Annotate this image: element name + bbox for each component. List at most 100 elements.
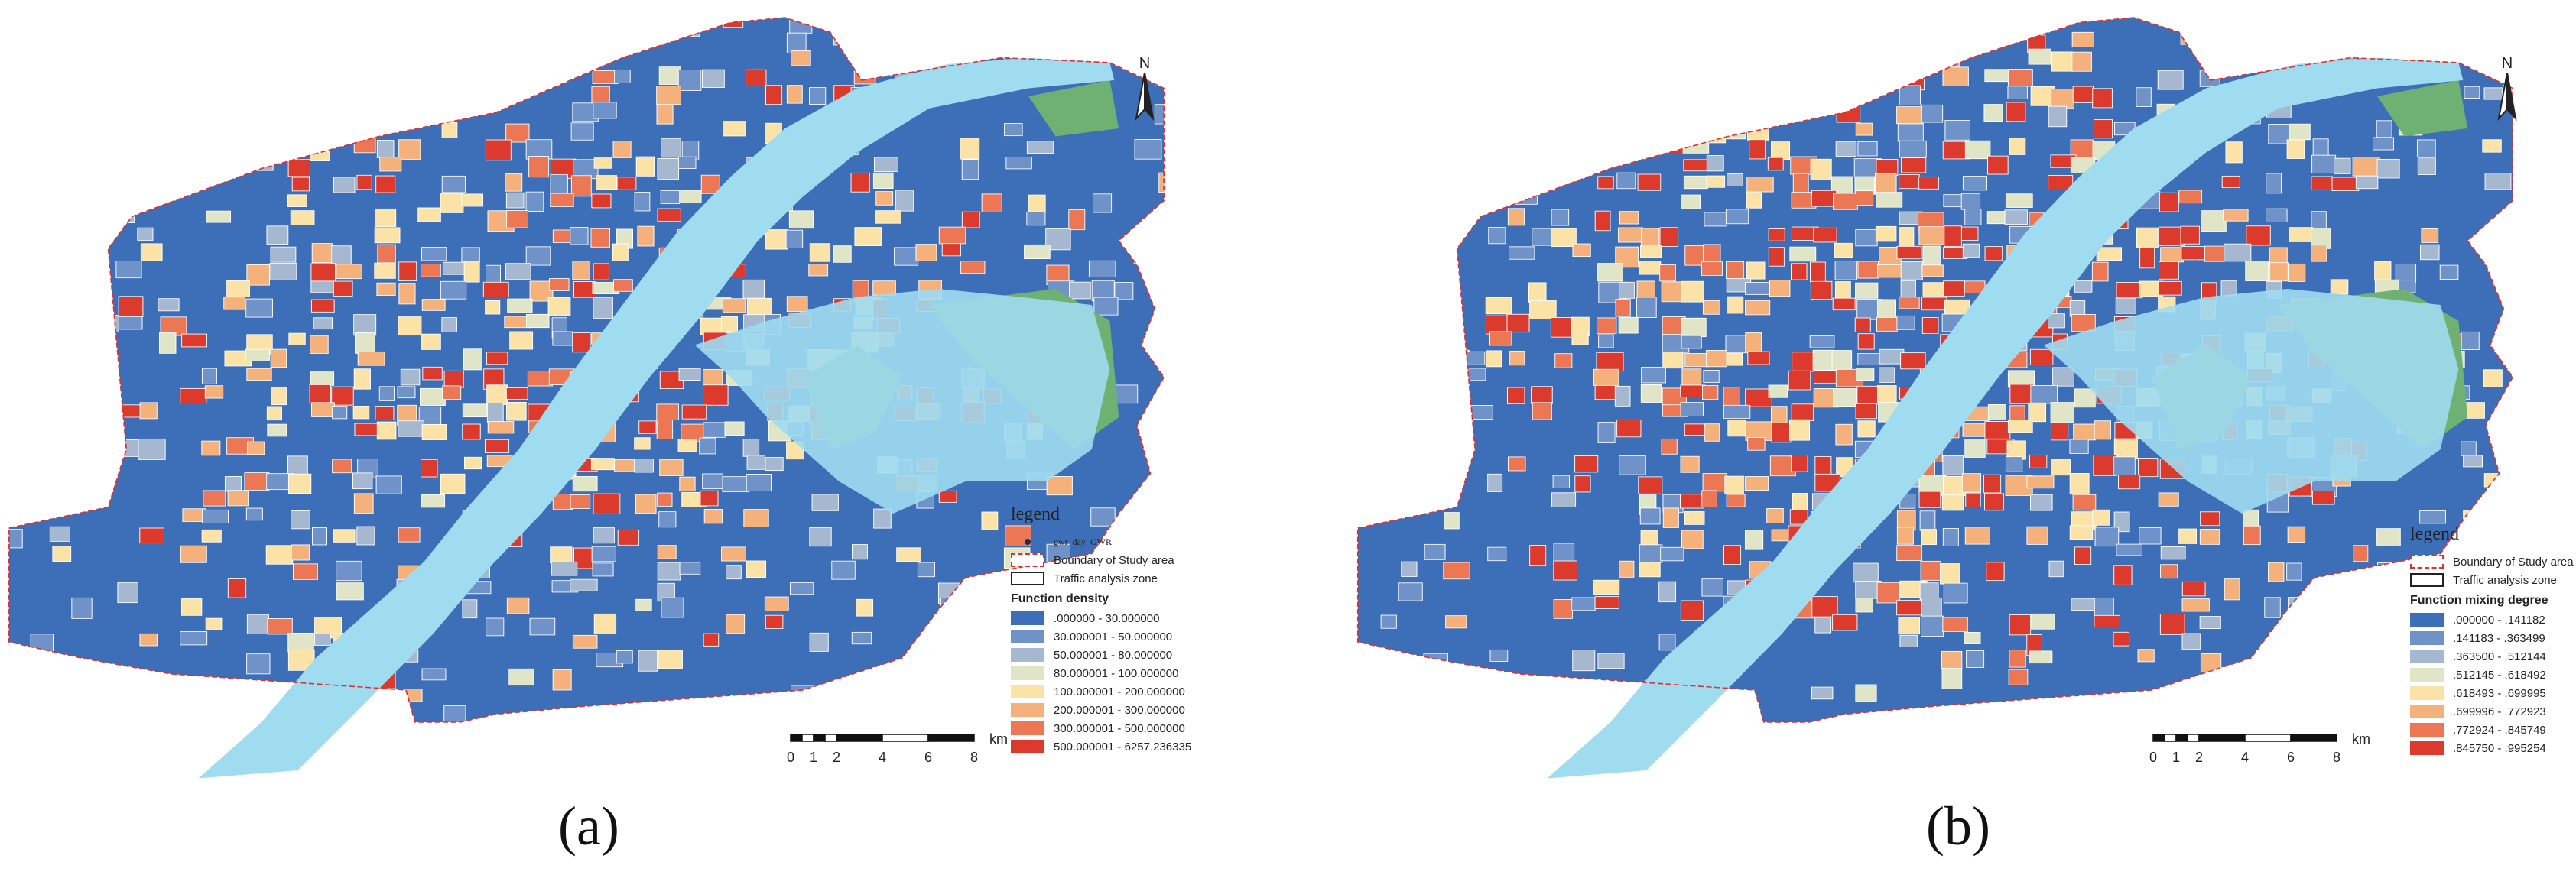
traffic-zone (765, 229, 788, 250)
traffic-zone (2223, 209, 2249, 222)
traffic-zone (1964, 631, 1981, 644)
traffic-zone (1984, 421, 2011, 439)
traffic-zone (1896, 545, 1923, 562)
traffic-zone (527, 371, 553, 387)
traffic-zone (1680, 455, 1700, 473)
legend-class-swatch (2410, 650, 2444, 663)
traffic-zone (2050, 422, 2069, 441)
traffic-zone (1771, 141, 1791, 160)
traffic-zone (1401, 561, 1418, 577)
traffic-zone (681, 404, 707, 420)
traffic-zone (2503, 280, 2513, 297)
traffic-zone (2376, 158, 2400, 179)
traffic-zone (1026, 141, 1054, 154)
traffic-zone (336, 582, 364, 601)
traffic-zone (1792, 173, 1809, 194)
traffic-zone (1572, 243, 1591, 258)
traffic-zone (1446, 349, 1470, 365)
traffic-zone (1529, 545, 1547, 566)
traffic-zone (1155, 280, 1165, 302)
traffic-zone (593, 263, 609, 280)
traffic-zone (657, 562, 681, 581)
traffic-zone (742, 279, 765, 299)
legend-classes-a: .000000 - 30.000000 30.000001 - 50.000000… (1011, 609, 1191, 756)
scale-bar-segment (813, 734, 826, 742)
choropleth-map-a (8, 17, 1165, 779)
traffic-zone (1572, 650, 1596, 672)
traffic-zone (1726, 261, 1745, 279)
traffic-zone (461, 247, 480, 263)
traffic-zone (115, 261, 142, 279)
traffic-zone (961, 211, 980, 228)
traffic-zone (1093, 297, 1119, 316)
traffic-zone (786, 85, 803, 104)
traffic-zone (1792, 352, 1817, 372)
traffic-zone (1941, 494, 1964, 511)
traffic-zone (1789, 246, 1817, 262)
traffic-zone (117, 582, 138, 604)
traffic-zone (2136, 227, 2159, 248)
traffic-zone (2094, 119, 2113, 139)
traffic-zone (139, 527, 164, 544)
traffic-zone (71, 597, 93, 619)
scale-bar-segment (2198, 734, 2246, 742)
scale-bar-labels: 0 1 2 4 6 8 km (787, 731, 1008, 771)
traffic-zone (1898, 617, 1921, 635)
traffic-zone (550, 193, 574, 207)
traffic-zone (439, 105, 457, 119)
traffic-zone (677, 70, 702, 91)
traffic-zone (2030, 86, 2055, 106)
legend-class: 300.000001 - 500.000000 (1011, 719, 1191, 737)
traffic-zone (2419, 244, 2440, 261)
traffic-zone (703, 633, 720, 647)
traffic-zone (357, 66, 378, 88)
traffic-zone (1771, 422, 1792, 443)
traffic-zone (201, 33, 227, 53)
traffic-zone (2116, 282, 2143, 299)
traffic-zone (309, 384, 331, 404)
traffic-zone (917, 562, 935, 578)
traffic-zone (1684, 245, 1704, 266)
traffic-zone (139, 633, 158, 647)
traffic-zone (2463, 455, 2483, 468)
traffic-zone (1486, 105, 1513, 121)
traffic-zone (71, 685, 99, 700)
traffic-zone (658, 650, 683, 669)
traffic-zone (1402, 88, 1419, 105)
traffic-zone (288, 332, 306, 345)
legend-class-label: .363500 - .512144 (2453, 650, 2546, 663)
traffic-zone (2204, 50, 2227, 66)
scale-bar-tick-label: 6 (2287, 750, 2295, 765)
legend-class-swatch (1011, 703, 1044, 717)
traffic-zone (2071, 598, 2097, 611)
traffic-zone (525, 313, 550, 329)
traffic-zone (895, 190, 914, 212)
traffic-zone (2028, 402, 2047, 423)
traffic-zone (1896, 527, 1914, 545)
traffic-zone (332, 406, 348, 420)
traffic-zone (1550, 317, 1575, 338)
traffic-zone (2026, 526, 2048, 545)
traffic-zone (1984, 69, 2012, 83)
traffic-zone (1944, 120, 1970, 141)
traffic-zone (1553, 560, 1577, 581)
traffic-zone (2483, 87, 2503, 100)
traffic-zone (266, 406, 282, 421)
traffic-zone (1594, 596, 1619, 609)
study-area-boundary (1356, 17, 2514, 723)
traffic-zone (1706, 175, 1726, 188)
traffic-zone (508, 668, 534, 686)
legend-variable: Function mixing degree (2410, 594, 2548, 607)
traffic-zone (1487, 473, 1503, 492)
traffic-zone (1681, 194, 1701, 209)
traffic-zone (30, 84, 47, 101)
traffic-zone (1424, 388, 1440, 408)
traffic-zone (1745, 282, 1772, 295)
traffic-zone (52, 297, 79, 310)
traffic-zone (181, 333, 207, 348)
study-area-boundary (8, 17, 1165, 723)
traffic-zone (2288, 597, 2307, 611)
traffic-zone (612, 243, 629, 261)
traffic-zone (1960, 193, 1981, 210)
traffic-zone (2052, 367, 2074, 387)
